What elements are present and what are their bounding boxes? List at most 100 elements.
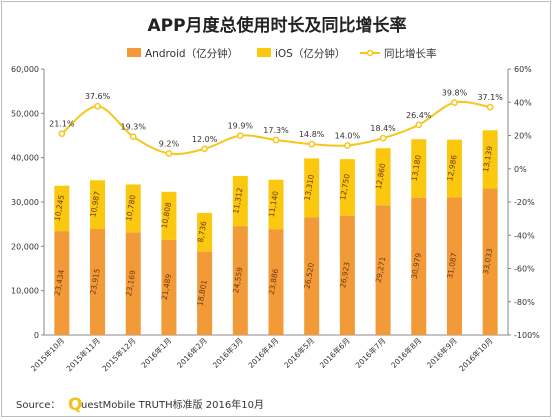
bar-android: [446, 197, 462, 335]
legend-label-android: Android（亿分钟）: [145, 47, 238, 60]
left-tick-label: 30,000: [11, 198, 39, 207]
bar-android: [90, 228, 106, 335]
growth-point: [486, 103, 494, 111]
x-tick-label: 2015年10月: [28, 335, 66, 373]
growth-value-label: 17.3%: [263, 126, 289, 135]
growth-value-label: 19.9%: [228, 122, 254, 131]
bars: [54, 130, 498, 335]
growth-point: [344, 142, 351, 149]
x-tick-label: 2016年2月: [174, 335, 209, 370]
left-tick-label: 40,000: [11, 154, 39, 163]
right-tick-label: 60%: [514, 65, 532, 74]
growth-point: [201, 145, 208, 153]
bar-ios: [125, 184, 141, 233]
right-tick-label: -80%: [514, 298, 535, 307]
left-tick-label: 50,000: [11, 109, 39, 118]
x-tick-label: 2015年12月: [100, 335, 138, 373]
left-tick-label: 20,000: [11, 242, 39, 251]
axes: 0 10,000 20,000 30,000 40,000 50,000 60,000 -10…: [11, 65, 540, 340]
bar-android: [197, 251, 213, 335]
bar-android: [375, 205, 391, 335]
growth-value-label: 14.8%: [299, 130, 325, 139]
growth-value-label: 14.0%: [335, 131, 361, 140]
growth-value-label: 21.1%: [49, 120, 75, 129]
bar-ios: [304, 158, 320, 218]
bar-ios: [482, 130, 498, 189]
left-tick-label: 10,000: [11, 287, 39, 296]
bar-android: [268, 229, 284, 335]
legend-label-ios: iOS（亿分钟）: [275, 47, 345, 60]
x-tick-label: 2016年8月: [389, 335, 424, 370]
bar-ios: [339, 159, 355, 216]
growth-point: [451, 99, 458, 106]
x-tick-label: 2016年1月: [139, 335, 174, 370]
bar-ios: [411, 139, 427, 198]
legend-swatch-ios: [257, 48, 271, 57]
growth-point: [129, 133, 137, 141]
source-brand-rest: uestMobile TRUTH标准版 2016年10月: [81, 398, 264, 411]
bar-value-label-android: 23,169: [124, 269, 137, 297]
bar-android: [125, 232, 141, 335]
legend: Android（亿分钟） iOS（亿分钟） 同比增长率: [127, 47, 437, 60]
bar-android: [339, 215, 355, 335]
growth-value-label: 9.2%: [159, 139, 180, 148]
right-tick-label: -40%: [514, 231, 535, 240]
growth-value-label: 12.0%: [192, 135, 218, 144]
x-tick-label: 2016年6月: [317, 335, 352, 370]
x-tick-label: 2016年5月: [282, 335, 317, 370]
bar-android: [304, 217, 320, 335]
right-tick-label: 40%: [514, 98, 532, 107]
bar-ios: [446, 139, 462, 198]
growth-value-label: 39.8%: [442, 89, 468, 98]
growth-point: [379, 134, 387, 142]
growth-point: [58, 130, 66, 138]
legend-swatch-android: [127, 48, 141, 57]
x-tick-label: 2016年7月: [353, 335, 388, 370]
x-tick-label: 2016年10月: [457, 335, 495, 373]
bar-ios: [197, 212, 213, 252]
growth-point: [165, 150, 173, 157]
x-tick-label: 2016年9月: [424, 335, 459, 370]
bar-ios: [161, 191, 177, 240]
growth-line: 21.1% 37.6% 19.3% 9.2% 12.0% 19.9% 17.3% 14.8% 1…: [49, 89, 503, 157]
growth-value-label: 26.4%: [406, 111, 432, 120]
bar-android: [54, 231, 70, 335]
left-tick-label: 0: [34, 331, 39, 340]
source: Source： Q uestMobile TRUTH标准版 2016年10月: [16, 395, 264, 415]
right-tick-label: -100%: [514, 331, 540, 340]
growth-value-label: 18.4%: [370, 124, 396, 133]
right-tick-label: -20%: [514, 198, 535, 207]
bar-value-label-ios: 8,736: [196, 220, 209, 243]
bar-ios: [268, 179, 284, 230]
bar-android: [161, 239, 177, 335]
growth-point: [308, 140, 316, 148]
bar-ios: [90, 180, 106, 229]
growth-point: [94, 102, 101, 110]
bar-ios: [54, 185, 70, 232]
legend-label-growth: 同比增长率: [384, 47, 437, 60]
bar-android: [482, 188, 498, 335]
x-tick-label: 2016年4月: [246, 335, 281, 370]
right-tick-label: 20%: [514, 132, 532, 141]
growth-point: [236, 132, 244, 140]
bar-value-label-android: 30,979: [410, 252, 423, 280]
source-prefix: Source：: [16, 400, 60, 411]
growth-point: [272, 136, 280, 144]
bar-ios: [375, 148, 391, 206]
source-brand-initial: Q: [68, 395, 82, 415]
bar-android: [232, 226, 248, 335]
growth-value-label: 37.6%: [85, 92, 111, 101]
x-tick-label: 2015年11月: [64, 335, 102, 373]
legend-marker-growth: [366, 49, 374, 57]
chart-title: APP月度总使用时长及同比增长率: [147, 15, 406, 36]
growth-point: [415, 121, 423, 129]
bar-ios: [232, 175, 248, 227]
x-tick-label: 2016年3月: [210, 335, 245, 370]
left-tick-label: 60,000: [11, 65, 39, 74]
bar-android: [411, 197, 427, 335]
right-tick-label: 0%: [514, 165, 527, 174]
growth-value-label: 19.3%: [121, 123, 147, 132]
